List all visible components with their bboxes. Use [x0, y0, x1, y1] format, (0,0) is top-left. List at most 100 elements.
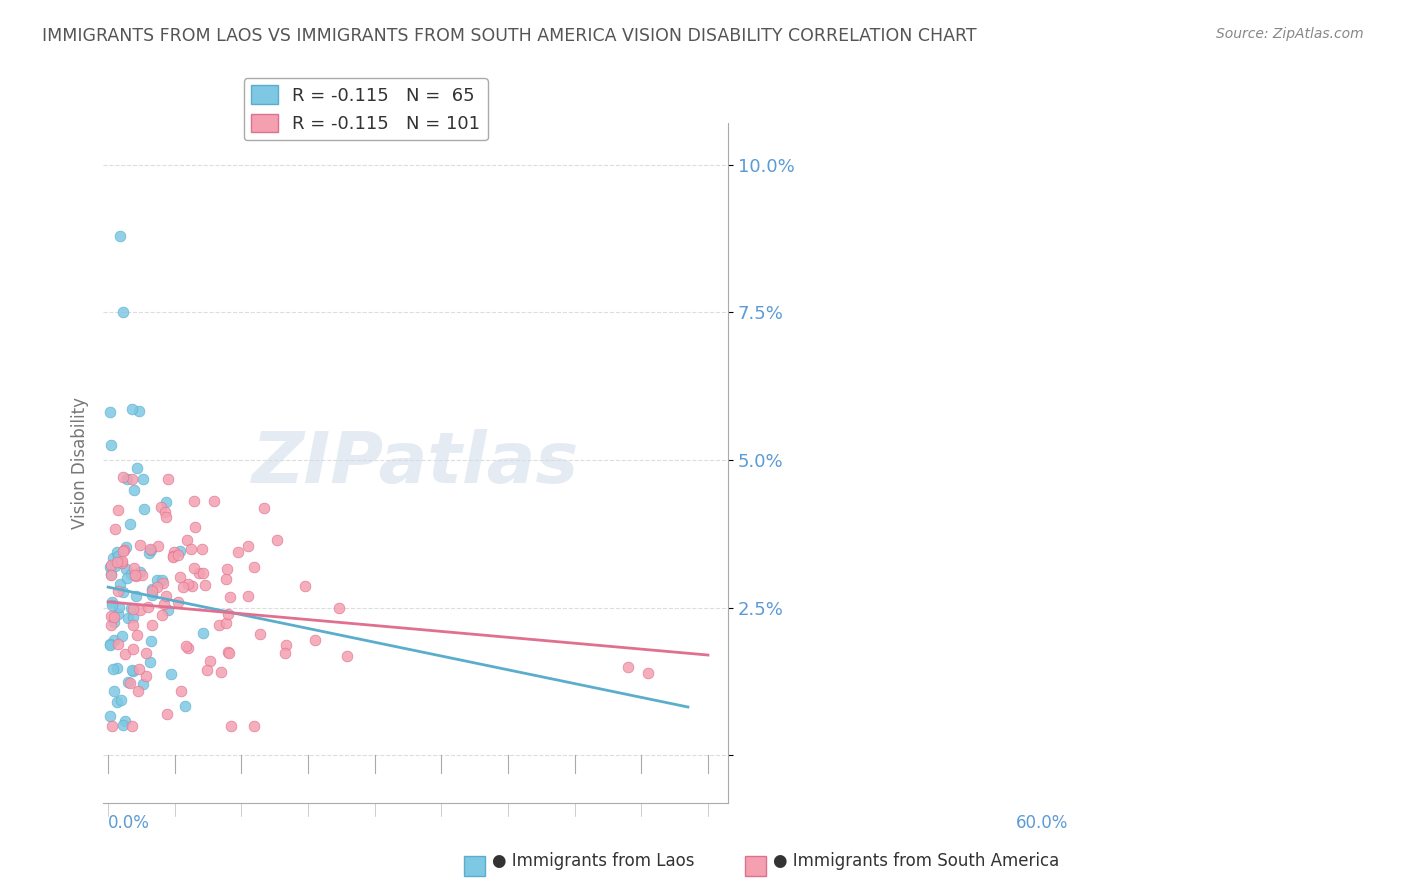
Point	[155, 707, 177, 722]
Point	[236, 539, 259, 553]
Point	[184, 520, 207, 534]
Point	[217, 645, 239, 659]
Point	[162, 549, 184, 564]
Point	[125, 628, 148, 642]
Point	[135, 646, 157, 660]
Point	[105, 555, 128, 569]
Point	[108, 599, 131, 614]
Point	[104, 522, 127, 536]
Point	[202, 494, 225, 508]
Point	[103, 632, 125, 647]
Point	[150, 608, 173, 623]
Point	[111, 470, 134, 484]
Point	[128, 662, 150, 676]
Point	[124, 567, 146, 582]
Point	[121, 719, 143, 733]
Point	[101, 550, 124, 565]
Point	[98, 404, 121, 418]
Point	[101, 662, 124, 676]
Point	[100, 609, 122, 624]
Point	[155, 589, 177, 603]
Point	[115, 540, 138, 554]
Point	[124, 483, 146, 497]
Point	[328, 600, 350, 615]
Point	[141, 617, 163, 632]
Point	[146, 580, 169, 594]
Point	[152, 597, 174, 611]
Point	[208, 618, 231, 632]
Point	[177, 576, 200, 591]
Point	[139, 634, 162, 648]
Point	[253, 501, 276, 516]
Point	[215, 573, 238, 587]
Point	[274, 638, 297, 652]
Point	[122, 618, 145, 632]
Point	[111, 553, 134, 567]
Point	[135, 668, 157, 682]
Point	[110, 693, 132, 707]
Point	[294, 579, 316, 593]
Point	[183, 561, 205, 575]
Point	[243, 719, 266, 733]
Point	[111, 718, 134, 732]
Point	[101, 719, 124, 733]
Point	[103, 615, 125, 630]
Point	[181, 579, 204, 593]
Point	[122, 664, 145, 678]
Point	[195, 663, 218, 677]
Point	[115, 472, 138, 486]
Point	[156, 602, 179, 616]
Point	[249, 627, 271, 641]
Text: ● Immigrants from South America: ● Immigrants from South America	[773, 852, 1060, 870]
Point	[121, 472, 143, 486]
Point	[132, 472, 155, 486]
Point	[125, 569, 148, 583]
Point	[193, 566, 215, 581]
Point	[115, 562, 138, 576]
Point	[107, 584, 129, 599]
Point	[218, 646, 240, 660]
Point	[112, 305, 135, 319]
Point	[131, 677, 153, 691]
Text: 0.0%: 0.0%	[108, 814, 150, 832]
Point	[98, 637, 121, 651]
Point	[121, 610, 143, 624]
Point	[274, 646, 297, 660]
Point	[172, 580, 194, 594]
Point	[132, 501, 155, 516]
Point	[129, 538, 152, 552]
Point	[146, 539, 169, 553]
Point	[177, 641, 200, 656]
Point	[103, 609, 125, 624]
Text: Source: ZipAtlas.com: Source: ZipAtlas.com	[1216, 27, 1364, 41]
Point	[107, 637, 129, 651]
Point	[100, 566, 122, 581]
Point	[304, 633, 326, 648]
Point	[141, 582, 163, 596]
Point	[145, 573, 167, 587]
Point	[827, 483, 849, 497]
Point	[131, 568, 153, 582]
Point	[139, 542, 162, 557]
Text: ● Immigrants from Laos: ● Immigrants from Laos	[492, 852, 695, 870]
Point	[111, 629, 134, 643]
Point	[336, 648, 359, 663]
Point	[150, 573, 173, 587]
Point	[155, 510, 177, 524]
Point	[108, 228, 131, 243]
Text: IMMIGRANTS FROM LAOS VS IMMIGRANTS FROM SOUTH AMERICA VISION DISABILITY CORRELAT: IMMIGRANTS FROM LAOS VS IMMIGRANTS FROM …	[42, 27, 977, 45]
Point	[136, 600, 159, 615]
Point	[105, 661, 128, 675]
Point	[198, 654, 221, 668]
Point	[110, 577, 132, 591]
Point	[215, 562, 238, 576]
Point	[159, 666, 181, 681]
Point	[98, 638, 121, 652]
Point	[817, 453, 839, 467]
Point	[169, 570, 191, 584]
Point	[114, 647, 136, 661]
Point	[221, 719, 243, 733]
Point	[141, 588, 163, 602]
Point	[100, 617, 122, 632]
Point	[174, 640, 197, 654]
